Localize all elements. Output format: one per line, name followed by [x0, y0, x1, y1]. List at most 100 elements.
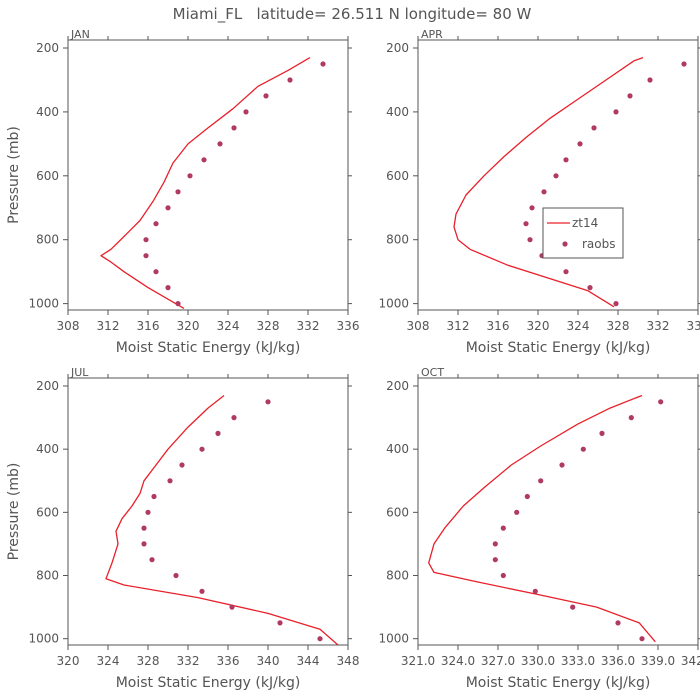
x-tick-label: 312	[447, 319, 470, 333]
x-axis-label: Moist Static Energy (kJ/kg)	[116, 675, 301, 691]
data-point-raobs	[151, 493, 157, 500]
y-tick-label: 200	[386, 379, 409, 393]
data-point-raobs	[570, 604, 576, 610]
x-tick-label: 308	[57, 319, 80, 333]
panel-label: JAN	[70, 28, 90, 41]
data-point-raobs	[492, 541, 498, 547]
data-point-raobs	[143, 237, 149, 243]
data-point-raobs	[215, 430, 221, 436]
data-point-raobs	[317, 636, 323, 642]
data-point-raobs	[149, 557, 155, 563]
data-point-raobs	[577, 141, 583, 147]
plot-frame	[67, 377, 349, 646]
panel-jul: JUL 320 324 328 332 336 340 344 348 200 400 600 800 1…	[6, 366, 359, 691]
x-tick-label: 324.0	[441, 654, 475, 668]
y-tick-label: 400	[386, 442, 409, 456]
y-tick-label: 800	[386, 569, 409, 583]
data-point-raobs	[538, 478, 544, 484]
x-tick-label: 348	[337, 654, 360, 668]
x-tick-label: 339.0	[641, 654, 675, 668]
data-point-raobs	[143, 253, 149, 259]
data-point-raobs	[639, 636, 645, 642]
x-tick-label: 342.0	[681, 654, 700, 668]
data-point-raobs	[500, 572, 506, 579]
data-point-raobs	[615, 620, 621, 626]
data-point-raobs	[523, 221, 529, 227]
y-axis-label: Pressure (mb)	[6, 463, 22, 561]
series-line-zt14	[100, 57, 311, 309]
panel-oct: OCT 321.0 324.0 327.0 330.0 333.0 336.0 339.0 34…	[378, 366, 700, 691]
data-point-raobs	[613, 109, 619, 115]
panel-jan: JAN 308 312 316 320 324 328 332 336 200 400 600 800 1…	[6, 28, 359, 356]
y-tick-label: 400	[36, 105, 59, 119]
data-point-raobs	[153, 269, 159, 275]
y-tick-label: 600	[36, 169, 59, 183]
data-point-raobs	[628, 415, 634, 421]
data-point-raobs	[277, 620, 283, 626]
data-point-raobs	[532, 588, 538, 594]
data-point-raobs	[229, 604, 235, 610]
y-tick-label: 200	[36, 41, 59, 55]
x-tick-label: 336.0	[601, 654, 635, 668]
x-tick-label: 320	[527, 319, 550, 333]
x-tick-label: 324	[567, 319, 590, 333]
legend-box	[542, 207, 624, 259]
data-point-raobs	[559, 462, 565, 468]
data-point-raobs	[647, 77, 653, 83]
x-tick-label: 344	[297, 654, 320, 668]
data-point-raobs	[231, 415, 237, 421]
data-point-raobs	[187, 173, 193, 179]
data-point-raobs	[320, 61, 326, 67]
data-point-raobs	[541, 189, 547, 195]
data-point-raobs	[217, 141, 223, 147]
x-tick-label: 332	[647, 319, 670, 333]
x-tick-label: 340	[257, 654, 280, 668]
series-line-zt14	[105, 394, 339, 646]
data-point-raobs	[529, 205, 535, 211]
data-point-raobs	[165, 205, 171, 211]
data-point-raobs	[287, 77, 293, 83]
x-tick-label: 328	[137, 654, 160, 668]
legend: zt14 raobs	[542, 207, 624, 259]
panel-label: OCT	[421, 366, 444, 379]
legend-label-line: zt14	[572, 216, 598, 230]
x-tick-label: 336	[337, 319, 360, 333]
y-tick-label: 400	[36, 442, 59, 456]
data-point-raobs	[514, 509, 520, 515]
data-point-raobs	[201, 157, 207, 163]
x-tick-label: 327.0	[481, 654, 515, 668]
data-point-raobs	[141, 541, 147, 547]
data-point-raobs	[199, 588, 205, 594]
y-tick-label: 800	[36, 233, 59, 247]
x-tick-label: 321.0	[401, 654, 435, 668]
plot-frame	[67, 39, 349, 311]
data-point-raobs	[524, 493, 530, 500]
figure-title: Miami_FL latitude= 26.511 N longitude= 8…	[173, 5, 532, 24]
data-point-raobs	[492, 557, 498, 563]
plot-frame	[417, 377, 699, 646]
x-axis-label: Moist Static Energy (kJ/kg)	[466, 340, 651, 356]
panel-label: APR	[421, 28, 443, 41]
x-tick-label: 328	[257, 319, 280, 333]
data-point-raobs	[587, 285, 593, 291]
y-tick-label: 600	[386, 169, 409, 183]
x-tick-label: 328	[607, 319, 630, 333]
data-point-raobs	[179, 462, 185, 468]
data-point-raobs	[199, 446, 205, 452]
x-axis-label: Moist Static Energy (kJ/kg)	[116, 340, 301, 356]
y-tick-label: 1000	[378, 297, 409, 311]
data-point-raobs	[553, 173, 559, 179]
x-tick-label: 324	[97, 654, 120, 668]
y-tick-label: 600	[386, 505, 409, 519]
x-tick-label: 316	[487, 319, 510, 333]
data-point-raobs	[591, 125, 597, 131]
y-tick-label: 1000	[28, 297, 59, 311]
x-tick-label: 336	[217, 654, 240, 668]
data-point-raobs	[175, 189, 181, 195]
y-tick-label: 400	[386, 105, 409, 119]
y-axis-label: Pressure (mb)	[6, 126, 22, 224]
data-point-raobs	[141, 525, 147, 531]
data-point-raobs	[167, 478, 173, 484]
data-point-raobs	[231, 125, 237, 131]
